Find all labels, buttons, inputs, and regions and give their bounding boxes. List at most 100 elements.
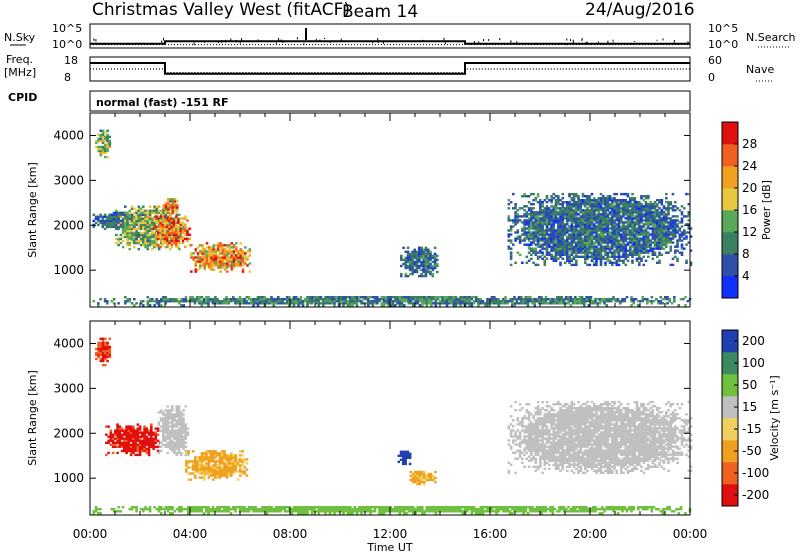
heatmap-cell	[121, 213, 125, 216]
power-cells	[92, 129, 693, 307]
heatmap-cell	[490, 506, 494, 509]
heatmap-cell	[369, 296, 372, 299]
heatmap-cell	[649, 233, 652, 236]
heatmap-cell	[597, 241, 601, 244]
heatmap-cell	[671, 225, 675, 228]
heatmap-cell	[629, 249, 632, 252]
heatmap-cell	[160, 239, 163, 243]
heatmap-cell	[658, 215, 661, 218]
heatmap-cell	[223, 254, 227, 257]
heatmap-cell	[331, 298, 334, 301]
heatmap-cell	[548, 207, 551, 210]
heatmap-cell	[570, 227, 574, 230]
heatmap-cell	[629, 203, 632, 206]
heatmap-cell	[608, 261, 612, 264]
heatmap-cell	[615, 223, 619, 226]
heatmap-cell	[518, 219, 522, 222]
heatmap-cell	[99, 145, 103, 149]
heatmap-cell	[581, 209, 585, 212]
heatmap-cell	[324, 296, 327, 299]
heatmap-cell	[653, 245, 657, 248]
heatmap-cell	[561, 241, 565, 244]
heatmap-cell	[506, 300, 510, 303]
heatmap-cell	[139, 239, 143, 243]
heatmap-cell	[586, 223, 589, 226]
heatmap-cell	[578, 296, 582, 299]
heatmap-cell	[631, 255, 634, 258]
heatmap-cell	[126, 223, 129, 227]
heatmap-cell	[550, 211, 553, 214]
heatmap-cell	[172, 219, 176, 222]
heatmap-cell	[184, 245, 187, 249]
heatmap-cell	[658, 245, 661, 248]
heatmap-cell	[524, 506, 528, 509]
heatmap-cell	[135, 213, 138, 216]
heatmap-cell	[148, 304, 152, 307]
heatmap-cell	[587, 298, 591, 301]
heatmap-cell	[161, 239, 165, 242]
heatmap-cell	[441, 302, 444, 305]
heatmap-cell	[561, 237, 565, 240]
heatmap-cell	[588, 239, 592, 242]
heatmap-cell	[640, 209, 643, 212]
heatmap-cell	[562, 300, 566, 303]
heatmap-cell	[216, 510, 219, 513]
heatmap-cell	[678, 229, 682, 232]
heatmap-cell	[622, 203, 625, 206]
heatmap-cell	[662, 247, 666, 250]
heatmap-cell	[575, 247, 578, 250]
heatmap-cell	[433, 256, 437, 260]
heatmap-cell	[602, 233, 605, 236]
heatmap-cell	[164, 302, 168, 305]
heatmap-cell	[429, 256, 432, 260]
heatmap-cell	[173, 210, 177, 213]
heatmap-cell	[319, 508, 323, 511]
heatmap-cell	[134, 437, 137, 440]
heatmap-cell	[608, 203, 612, 206]
heatmap-cell	[638, 213, 641, 216]
heatmap-cell	[181, 239, 185, 242]
heatmap-cell	[550, 255, 553, 258]
heatmap-cell	[421, 298, 424, 301]
heatmap-cell	[175, 207, 179, 210]
heatmap-cell	[371, 302, 375, 305]
heatmap-cell	[613, 235, 616, 238]
heatmap-cell	[561, 209, 565, 212]
heatmap-cell	[161, 231, 165, 234]
heatmap-cell	[164, 209, 168, 212]
heatmap-cell	[550, 221, 553, 224]
heatmap-cell	[123, 429, 126, 432]
heatmap-cell	[678, 239, 682, 242]
heatmap-cell	[572, 229, 576, 232]
heatmap-cell	[175, 241, 178, 245]
heatmap-cell	[247, 302, 251, 305]
heatmap-cell	[644, 215, 648, 218]
heatmap-cell	[613, 241, 616, 244]
heatmap-cell	[191, 508, 195, 511]
heatmap-cell	[548, 219, 551, 222]
heatmap-cell	[124, 231, 127, 235]
heatmap-cell	[153, 223, 156, 227]
heatmap-cell	[322, 506, 325, 509]
heatmap-cell	[490, 300, 494, 303]
heatmap-cell	[119, 219, 123, 223]
heatmap-cell	[144, 231, 147, 235]
heatmap-cell	[198, 510, 201, 513]
heatmap-cell	[561, 231, 565, 234]
heatmap-cell	[543, 235, 547, 238]
heatmap-cell	[640, 217, 643, 220]
heatmap-cell	[604, 209, 607, 212]
heatmap-cell	[310, 300, 314, 303]
heatmap-cell	[557, 201, 560, 204]
heatmap-cell	[579, 205, 583, 208]
heatmap-cell	[669, 249, 673, 252]
heatmap-cell	[541, 257, 544, 260]
heatmap-cell	[629, 231, 632, 234]
heatmap-cell	[201, 260, 204, 263]
heatmap-cell	[599, 247, 603, 250]
heatmap-cell	[97, 133, 100, 137]
heatmap-cell	[613, 243, 616, 246]
heatmap-cell	[628, 508, 631, 511]
heatmap-cell	[644, 241, 648, 244]
heatmap-cell	[193, 302, 197, 305]
